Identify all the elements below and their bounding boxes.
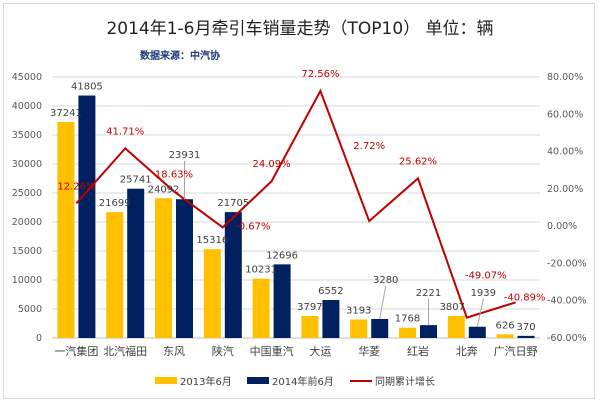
bar [203, 249, 221, 338]
bar [420, 325, 437, 338]
bar [350, 319, 368, 338]
y-right-tick-label: 0.00% [547, 221, 577, 232]
bar [252, 278, 270, 338]
y-left-tick-label: 30000 [12, 159, 42, 170]
bar [517, 335, 535, 338]
line-data-label: 41.71% [106, 126, 144, 137]
line-data-label: 25.62% [399, 156, 437, 167]
bar-data-label: 1939 [471, 288, 496, 299]
y-left-tick-label: 5000 [18, 304, 42, 315]
bar-data-label: 3797 [297, 302, 322, 313]
leader-line [476, 298, 484, 327]
bar [127, 188, 145, 338]
bar-data-label: 23931 [169, 150, 201, 161]
bar-data-label: 3807 [440, 302, 465, 313]
x-tick-label: 红岩 [407, 344, 429, 358]
bar [224, 212, 242, 338]
line-data-label: 2.72% [353, 141, 385, 152]
bar-data-label: 41805 [71, 82, 103, 93]
bar-data-label: 25741 [120, 175, 152, 186]
bar-data-label: 12696 [266, 250, 298, 261]
bar-data-label: 626 [496, 320, 515, 331]
y-right-tick-label: 20.00% [547, 184, 583, 195]
x-tick-label: 华菱 [358, 344, 380, 358]
bar [301, 315, 319, 338]
y-left-tick-label: 35000 [12, 130, 42, 141]
bar [371, 318, 389, 338]
y-left-tick-label: 40000 [12, 101, 42, 112]
bar-data-label: 1768 [395, 314, 420, 325]
bar-data-label: 370 [517, 322, 536, 333]
line-data-label: 24.09% [253, 159, 291, 170]
y-left-tick-label: 0 [36, 333, 42, 344]
bar [468, 326, 486, 338]
bar-data-label: 15316 [196, 235, 228, 246]
bar [399, 327, 416, 338]
y-left-tick-label: 15000 [12, 246, 42, 257]
bar [273, 264, 291, 338]
y-left-tick-label: 25000 [12, 188, 42, 199]
line-data-label: 18.63% [155, 169, 193, 180]
legend-label: 2014年前6月 [272, 375, 334, 388]
legend-label: 同期累计增长 [375, 375, 435, 388]
bar-data-label: 21699 [99, 198, 131, 209]
line-data-label: -0.67% [235, 221, 270, 232]
bar-data-label: 21705 [217, 198, 249, 209]
bar [176, 199, 193, 338]
bar [496, 334, 514, 338]
leader-line [379, 285, 387, 320]
bar-data-label: 3280 [373, 275, 398, 286]
x-tick-label: 北汽福田 [103, 344, 147, 358]
line-data-label: 12.26% [57, 181, 95, 192]
bar [57, 122, 75, 338]
legend-swatch [247, 377, 269, 384]
legend-label: 2013年6月 [180, 375, 232, 388]
bar-data-label: 6552 [318, 286, 343, 297]
y-left-tick-label: 20000 [12, 217, 42, 228]
x-tick-label: 北奔 [456, 345, 478, 358]
bar [322, 299, 340, 338]
growth-line [75, 88, 516, 319]
bar [106, 212, 124, 338]
chart-title: 2014年1-6月牵引车销量走势（TOP10） 单位：辆 [106, 19, 493, 39]
legend-swatch [155, 377, 177, 384]
y-right-tick-label: 80.00% [547, 72, 583, 83]
chart-frame [3, 3, 595, 399]
bar-data-label: 24092 [148, 184, 180, 195]
chart-subtitle: 数据来源：中汽协 [140, 49, 220, 62]
y-right-tick-label: -60.00% [547, 333, 587, 344]
y-left-tick-label: 45000 [12, 72, 42, 83]
x-tick-label: 中国重汽 [250, 344, 294, 358]
bar [155, 198, 172, 338]
x-tick-label: 大运 [309, 344, 331, 358]
bar [78, 95, 96, 338]
y-right-tick-label: 60.00% [547, 109, 583, 120]
line-data-label: -40.89% [504, 292, 546, 303]
line-data-label: 72.56% [301, 69, 339, 80]
y-left-tick-label: 10000 [12, 275, 42, 286]
bar-data-label: 37241 [50, 108, 82, 119]
y-right-tick-label: -40.00% [547, 296, 587, 307]
y-right-tick-label: -20.00% [547, 258, 587, 269]
line-data-label: -49.07% [465, 271, 507, 282]
x-tick-label: 陕汽 [212, 344, 234, 358]
x-tick-label: 一汽集团 [54, 344, 98, 358]
y-right-tick-label: 40.00% [547, 147, 583, 158]
x-tick-label: 东风 [163, 345, 185, 358]
x-tick-label: 广汽日野 [494, 344, 538, 358]
bar-data-label: 3193 [346, 305, 371, 316]
bar-data-label: 10231 [245, 265, 277, 276]
bar [447, 315, 465, 338]
bar-data-label: 2221 [416, 288, 441, 299]
